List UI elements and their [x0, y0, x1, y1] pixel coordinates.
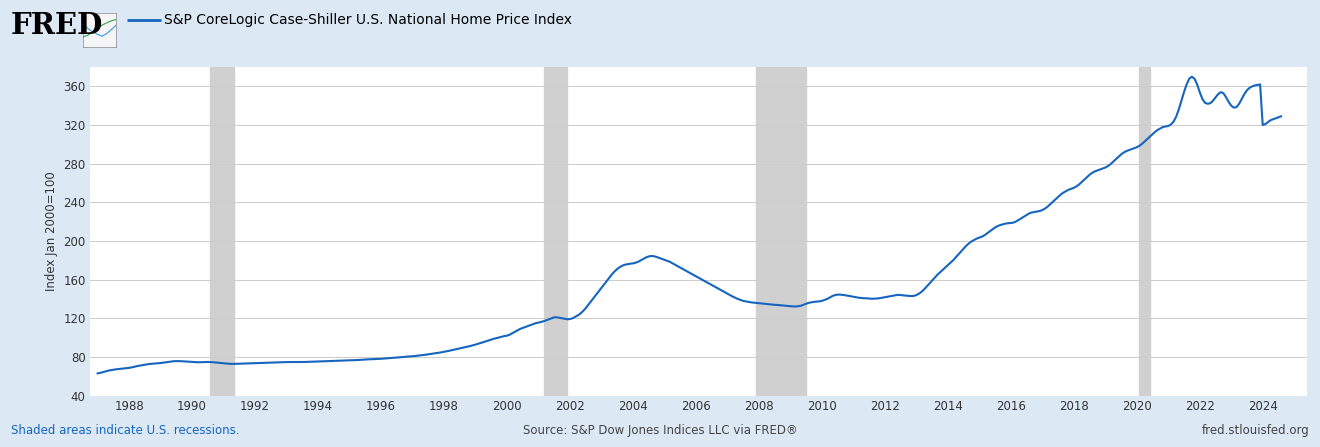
Text: Shaded areas indicate U.S. recessions.: Shaded areas indicate U.S. recessions. [11, 424, 239, 437]
Bar [544, 67, 568, 396]
Y-axis label: Index Jan 2000=100: Index Jan 2000=100 [45, 172, 58, 291]
Text: Source: S&P Dow Jones Indices LLC via FRED®: Source: S&P Dow Jones Indices LLC via FR… [523, 424, 797, 437]
Text: S&P CoreLogic Case-Shiller U.S. National Home Price Index: S&P CoreLogic Case-Shiller U.S. National… [164, 13, 572, 27]
Bar [210, 67, 234, 396]
Bar [756, 67, 807, 396]
Text: FRED: FRED [11, 11, 103, 40]
Bar [1139, 67, 1150, 396]
Text: fred.stlouisfed.org: fred.stlouisfed.org [1201, 424, 1309, 437]
